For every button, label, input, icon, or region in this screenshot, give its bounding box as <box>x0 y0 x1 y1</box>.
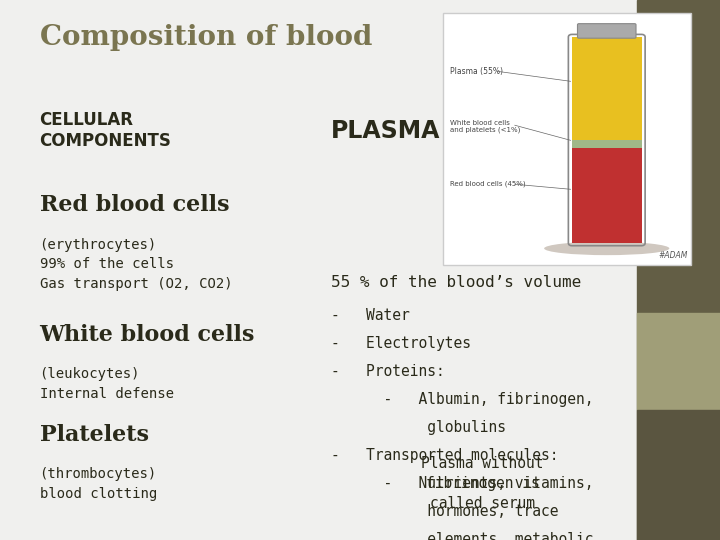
Bar <box>637 410 720 540</box>
Text: White blood cells
and platelets (<1%): White blood cells and platelets (<1%) <box>450 120 521 133</box>
Text: #ADAM: #ADAM <box>658 251 688 260</box>
Text: White blood cells: White blood cells <box>40 324 255 346</box>
Ellipse shape <box>544 241 670 255</box>
Text: Platelets: Platelets <box>40 424 148 446</box>
Text: -   Nutrients, vitamins,: - Nutrients, vitamins, <box>331 476 594 491</box>
Text: (thrombocytes)
blood clotting: (thrombocytes) blood clotting <box>40 467 157 501</box>
Text: PLASMA: PLASMA <box>331 119 441 143</box>
Text: globulins: globulins <box>331 420 506 435</box>
Bar <box>572 140 642 149</box>
Bar <box>572 148 642 243</box>
Text: hormones, trace: hormones, trace <box>331 504 559 519</box>
FancyBboxPatch shape <box>577 24 636 38</box>
Text: -   Transported molecules:: - Transported molecules: <box>331 448 559 463</box>
Text: Red blood cells: Red blood cells <box>40 194 229 217</box>
Text: -   Electrolytes: - Electrolytes <box>331 336 471 351</box>
Text: -   Water: - Water <box>331 308 410 323</box>
Bar <box>443 14 691 265</box>
Text: 55 % of the blood’s volume: 55 % of the blood’s volume <box>331 275 582 291</box>
Text: Composition of blood: Composition of blood <box>40 24 372 51</box>
Bar <box>572 37 642 140</box>
Text: (erythrocytes)
99% of the cells
Gas transport (O2, CO2): (erythrocytes) 99% of the cells Gas tran… <box>40 238 233 291</box>
Bar <box>637 313 720 410</box>
Text: CELLULAR
COMPONENTS: CELLULAR COMPONENTS <box>40 111 171 150</box>
Bar <box>637 0 720 540</box>
Text: -   Proteins:: - Proteins: <box>331 364 445 379</box>
Text: Plasma without
fibrinogen is
called serum: Plasma without fibrinogen is called seru… <box>421 456 544 511</box>
Text: (leukocytes)
Internal defense: (leukocytes) Internal defense <box>40 367 174 401</box>
Text: -   Albumin, fibrinogen,: - Albumin, fibrinogen, <box>331 392 594 407</box>
Text: elements, metabolic: elements, metabolic <box>331 532 594 540</box>
Text: Red blood cells (45%): Red blood cells (45%) <box>450 181 526 187</box>
Text: Plasma (55%): Plasma (55%) <box>450 67 503 76</box>
